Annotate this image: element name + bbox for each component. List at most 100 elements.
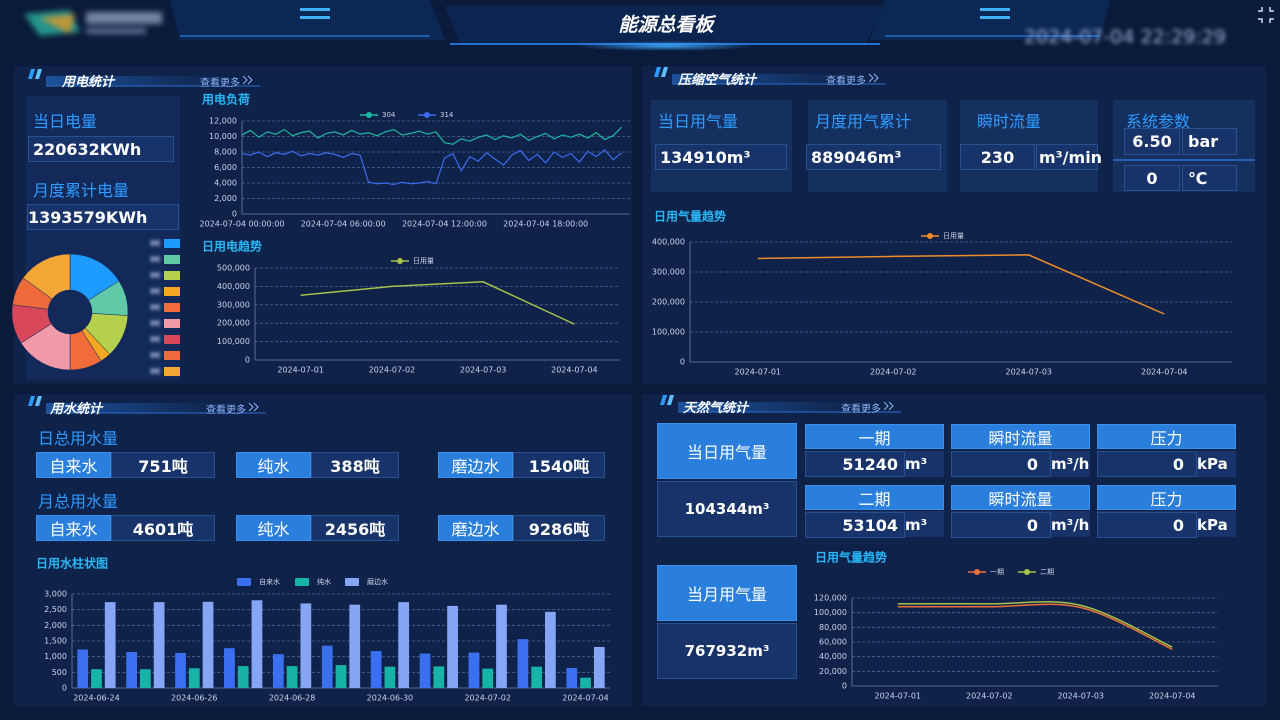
x-tick-label: 2024-06-30 [367, 694, 414, 703]
kpi-label: 月度用气累计 [815, 112, 912, 131]
kpi-value: 889046m³ [806, 144, 941, 170]
chart-title: 用电负荷 [201, 92, 250, 107]
bar [580, 677, 591, 688]
kpi-label: 当日电量 [33, 112, 98, 131]
gas-value: 51240 [805, 451, 905, 477]
gas-value: 0 [1097, 512, 1197, 538]
kpi-unit: m³/min [1036, 144, 1102, 170]
bar [202, 601, 214, 688]
section-title: 用电统计 [62, 75, 115, 90]
x-tick-label: 2024-07-04 06:00:00 [301, 220, 386, 229]
y-tick-label: 80,000 [819, 623, 847, 632]
legend-label: 二期 [1040, 568, 1054, 576]
bar [300, 603, 312, 688]
bar [517, 639, 529, 688]
legend-swatch [164, 255, 180, 264]
y-tick-label: 500 [52, 668, 67, 677]
legend-label: 纯水 [317, 577, 331, 586]
kpi-label: 系统参数 [1126, 112, 1191, 131]
section-icon [35, 396, 42, 406]
bar [545, 611, 556, 688]
bar [398, 602, 410, 688]
y-tick-label: 6,000 [214, 163, 237, 172]
section-title: 压缩空气统计 [678, 73, 757, 88]
legend-marker [295, 578, 309, 586]
kpi-label: 当日用气量 [658, 112, 739, 131]
more-link[interactable]: 查看更多 [826, 76, 866, 87]
bar [272, 654, 284, 688]
y-tick-label: 60,000 [819, 638, 847, 647]
bar [77, 649, 89, 688]
x-tick-label: 2024-07-04 [1149, 692, 1196, 701]
kpi-value: 220632KWh [28, 136, 174, 162]
section-underline [678, 402, 858, 412]
line-series [897, 601, 1173, 648]
legend-label-blurred [150, 272, 160, 278]
legend-label: 304 [382, 111, 396, 119]
y-tick-label: 300,000 [652, 268, 685, 277]
legend-label-blurred [150, 240, 160, 246]
gas-unit: kPa [1197, 516, 1228, 534]
legend-swatch [164, 367, 180, 376]
legend-marker [974, 569, 980, 575]
bar [335, 665, 347, 688]
bar [91, 669, 102, 688]
more-link[interactable]: 查看更多 [841, 404, 881, 415]
bar [482, 668, 494, 688]
y-tick-label: 0 [62, 684, 67, 693]
chart-title: 日用气量趋势 [654, 209, 726, 224]
y-tick-label: 200,000 [652, 298, 685, 307]
bar [126, 651, 137, 688]
legend-label: 日用量 [413, 257, 434, 265]
water-value: 2456吨 [311, 515, 399, 541]
section-underline [46, 76, 226, 86]
legend-swatch [164, 303, 180, 312]
bar [419, 653, 431, 688]
gas-total-value: 767932m³ [657, 623, 797, 679]
water-type: 磨边水 [438, 452, 513, 478]
kpi-value: 0 [1124, 165, 1180, 191]
chevron [248, 402, 254, 412]
more-link[interactable]: 查看更多 [206, 405, 246, 416]
x-tick-label: 2024-07-01 [277, 366, 324, 375]
chart-title: 日用气量趋势 [815, 550, 887, 565]
legend-marker [345, 578, 359, 586]
more-link[interactable]: 查看更多 [200, 78, 240, 89]
chart-title: 日用水柱状图 [36, 556, 108, 571]
legend-marker [1024, 569, 1030, 575]
y-tick-label: 0 [842, 682, 847, 691]
y-tick-label: 20,000 [819, 667, 847, 676]
gas-total-label: 当月用气量 [657, 565, 797, 621]
legend-swatch [164, 271, 180, 280]
group-label: 日总用水量 [38, 429, 119, 448]
y-tick-label: 2,000 [44, 621, 67, 630]
legend-swatch [164, 239, 180, 248]
y-tick-label: 0 [232, 210, 237, 219]
y-tick-label: 0 [680, 358, 685, 367]
legend-marker [237, 578, 251, 586]
legend-swatch [164, 287, 180, 296]
x-tick-label: 2024-06-24 [73, 694, 120, 703]
water-type: 自来水 [36, 452, 111, 478]
page-title: 能源总看板 [618, 14, 714, 36]
bar [175, 652, 186, 688]
y-tick-label: 40,000 [819, 652, 847, 661]
y-tick-label: 4,000 [214, 179, 237, 188]
gas-total-label: 当日用气量 [657, 423, 797, 479]
y-tick-label: 100,000 [814, 608, 847, 617]
y-tick-label: 3,000 [44, 590, 67, 599]
legend-label-blurred [150, 368, 160, 374]
section-icon [35, 69, 42, 79]
legend-label-blurred [150, 304, 160, 310]
water-value: 1540吨 [513, 452, 605, 478]
x-tick-label: 2024-07-02 [870, 368, 917, 377]
water-type: 纯水 [236, 515, 311, 541]
legend-label: 一期 [990, 568, 1004, 576]
x-tick-label: 2024-07-04 [551, 366, 598, 375]
y-tick-label: 500,000 [217, 264, 250, 273]
legend-label-blurred [150, 288, 160, 294]
datetime: 2024-07-04 22:29:29 [1024, 26, 1226, 48]
pie-slice [22, 253, 71, 300]
y-tick-label: 100,000 [217, 337, 250, 346]
